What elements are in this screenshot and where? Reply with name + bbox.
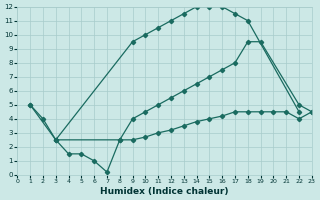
X-axis label: Humidex (Indice chaleur): Humidex (Indice chaleur): [100, 187, 229, 196]
